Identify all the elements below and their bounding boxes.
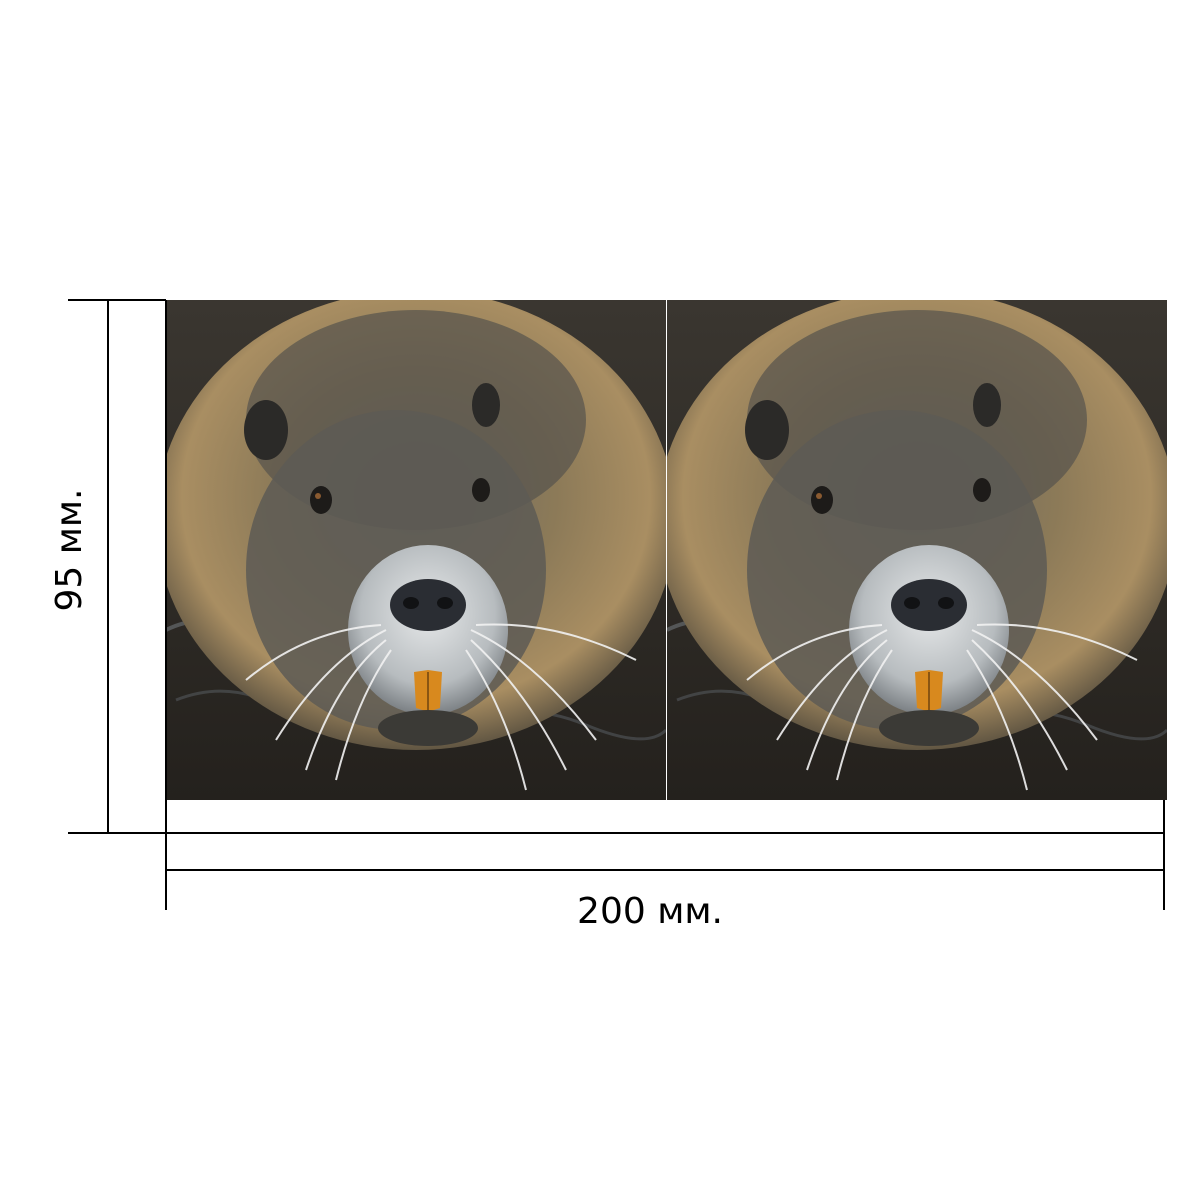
print-area [166,300,1167,800]
width-label: 200 мм. [577,891,723,932]
nutria-panel-left [166,300,666,800]
nutria-panel-right [667,300,1167,800]
height-dimension-lines [68,299,167,834]
width-dimension-lines [165,800,1165,910]
height-label: 95 мм. [49,488,90,612]
